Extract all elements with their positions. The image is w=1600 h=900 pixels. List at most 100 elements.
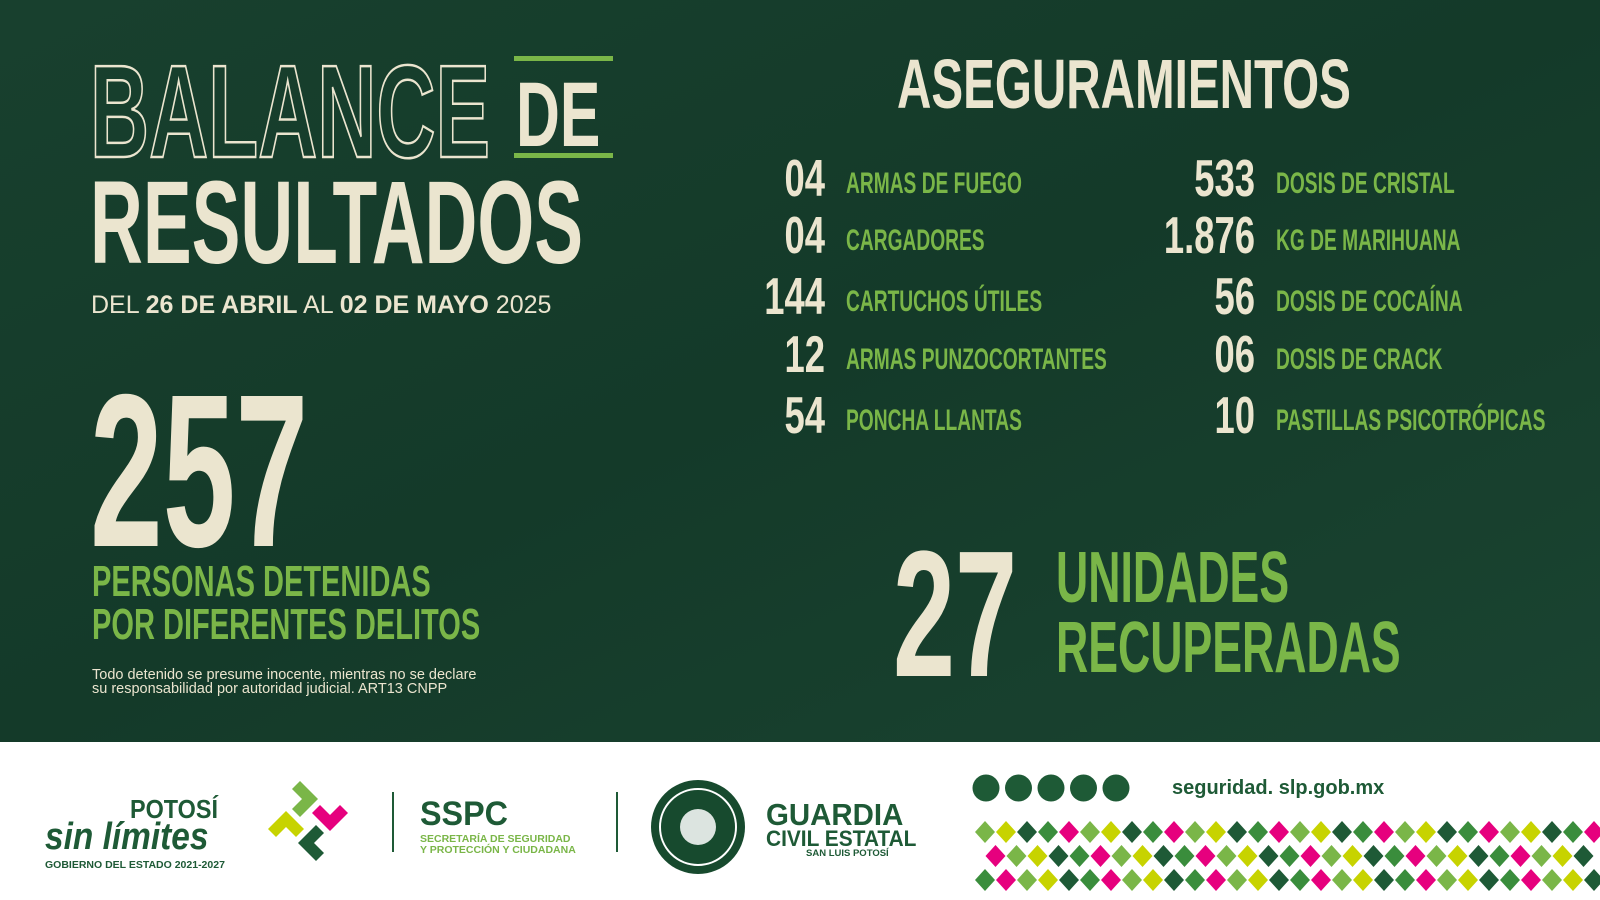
item-label: DOSIS DE CRACK xyxy=(1276,343,1442,376)
pattern-diamond xyxy=(1227,869,1247,891)
disclaimer: Todo detenido se presume inocente, mient… xyxy=(92,667,476,683)
pattern-diamond xyxy=(1311,821,1331,843)
pattern-diamond xyxy=(1416,821,1436,843)
pattern-diamond xyxy=(1500,869,1520,891)
pattern-diamond xyxy=(1101,821,1121,843)
item-label: CARGADORES xyxy=(846,224,985,257)
pattern-diamond xyxy=(975,869,995,891)
pattern-diamond xyxy=(1248,821,1268,843)
item-label: CARTUCHOS ÚTILES xyxy=(846,282,1042,318)
pattern-diamond xyxy=(1363,845,1384,867)
pattern-diamond xyxy=(1038,821,1058,843)
pattern-diamond xyxy=(1080,869,1100,891)
pattern-diamond xyxy=(1164,869,1184,891)
pattern-diamond xyxy=(1122,821,1142,843)
title: RESULTADOS xyxy=(90,156,583,288)
logo-subtext: SECRETARÍA DE SEGURIDAD xyxy=(420,832,571,845)
pattern-diamond xyxy=(1374,821,1394,843)
arrow xyxy=(292,781,318,817)
date-part: 2025 xyxy=(489,291,552,319)
pattern-diamond xyxy=(1216,845,1237,867)
pattern-diamond xyxy=(1269,821,1289,843)
accent-line xyxy=(514,153,613,158)
logo-subtext: Y PROTECCIÓN Y CIUDADANA xyxy=(420,843,576,856)
pattern-diamond xyxy=(1395,869,1415,891)
pattern-diamond xyxy=(1374,869,1394,891)
pattern-diamond xyxy=(1122,869,1142,891)
logo-text: POTOSÍ xyxy=(130,795,219,824)
date-part: AL xyxy=(298,291,340,319)
pattern-diamond xyxy=(1248,869,1268,891)
pattern-diamond xyxy=(1258,845,1279,867)
title-outline: BALANCE xyxy=(90,39,490,186)
stat-label: PERSONAS DETENIDAS xyxy=(92,556,431,606)
date-part: 26 DE ABRIL xyxy=(146,291,298,319)
pattern-diamond xyxy=(1185,821,1205,843)
item-label: DOSIS DE COCAÍNA xyxy=(1276,284,1463,319)
pattern-diamond xyxy=(1437,821,1457,843)
pattern-diamond xyxy=(1332,869,1352,891)
pattern-diamond xyxy=(1059,869,1079,891)
pattern-diamond xyxy=(1353,821,1373,843)
pattern-diamond xyxy=(1080,821,1100,843)
social-icon xyxy=(1005,774,1032,802)
pattern-diamond xyxy=(1237,845,1258,867)
accent-line xyxy=(514,56,613,61)
pattern-diamond xyxy=(1153,845,1174,867)
pattern-diamond xyxy=(1552,845,1573,867)
pattern-diamond xyxy=(1101,869,1121,891)
item-label: DOSIS DE CRISTAL xyxy=(1276,167,1455,200)
pattern-diamond xyxy=(1017,821,1037,843)
item-number: 56 xyxy=(1215,266,1255,325)
logo-subtext: GOBIERNO DEL ESTADO 2021-2027 xyxy=(45,859,225,871)
pattern-diamond xyxy=(1227,821,1247,843)
footer-pattern xyxy=(975,821,1600,891)
pattern-diamond xyxy=(1584,821,1600,843)
item-number: 12 xyxy=(785,324,825,383)
date-part: 02 DE MAYO xyxy=(340,291,489,319)
pattern-diamond xyxy=(1311,869,1331,891)
pattern-diamond xyxy=(1342,845,1363,867)
social-icon xyxy=(1070,774,1097,802)
pattern-diamond xyxy=(1090,845,1111,867)
potosi-logo-mark xyxy=(268,781,348,861)
item-number: 1.876 xyxy=(1164,205,1255,264)
date-range: DEL 26 DE ABRIL AL 02 DE MAYO 2025 xyxy=(91,291,551,319)
pattern-diamond xyxy=(1573,845,1594,867)
pattern-diamond xyxy=(1174,845,1195,867)
stat-label: UNIDADES xyxy=(1056,537,1289,618)
pattern-diamond xyxy=(1111,845,1132,867)
arrow xyxy=(268,811,304,837)
item-label: PONCHA LLANTAS xyxy=(846,404,1022,437)
section-title: ASEGURAMIENTOS xyxy=(897,45,1351,123)
item-label: KG DE MARIHUANA xyxy=(1276,224,1460,257)
pattern-diamond xyxy=(1395,821,1415,843)
big-number: 257 xyxy=(90,350,308,594)
pattern-diamond xyxy=(1185,869,1205,891)
footer-background xyxy=(0,742,1600,900)
pattern-diamond xyxy=(1384,845,1405,867)
pattern-diamond xyxy=(1206,869,1226,891)
logo-text: CIVIL ESTATAL xyxy=(766,827,916,852)
pattern-diamond xyxy=(1269,869,1289,891)
pattern-diamond xyxy=(1027,845,1048,867)
pattern-diamond xyxy=(1563,869,1583,891)
pattern-diamond xyxy=(1542,869,1562,891)
pattern-diamond xyxy=(1542,821,1562,843)
pattern-diamond xyxy=(1479,869,1499,891)
social-icon xyxy=(972,774,1000,802)
pattern-diamond xyxy=(1038,869,1058,891)
pattern-diamond xyxy=(1584,869,1600,891)
pattern-diamond xyxy=(1416,869,1436,891)
pattern-diamond xyxy=(1164,821,1184,843)
logo-text: SSPC xyxy=(420,795,508,833)
pattern-diamond xyxy=(1531,845,1552,867)
pattern-diamond xyxy=(1426,845,1447,867)
pattern-diamond xyxy=(1132,845,1153,867)
pattern-diamond xyxy=(1458,869,1478,891)
pattern-diamond xyxy=(1489,845,1510,867)
social-icon xyxy=(1037,774,1065,802)
disclaimer: su responsabilidad por autoridad judicia… xyxy=(92,681,447,697)
pattern-diamond xyxy=(1437,869,1457,891)
